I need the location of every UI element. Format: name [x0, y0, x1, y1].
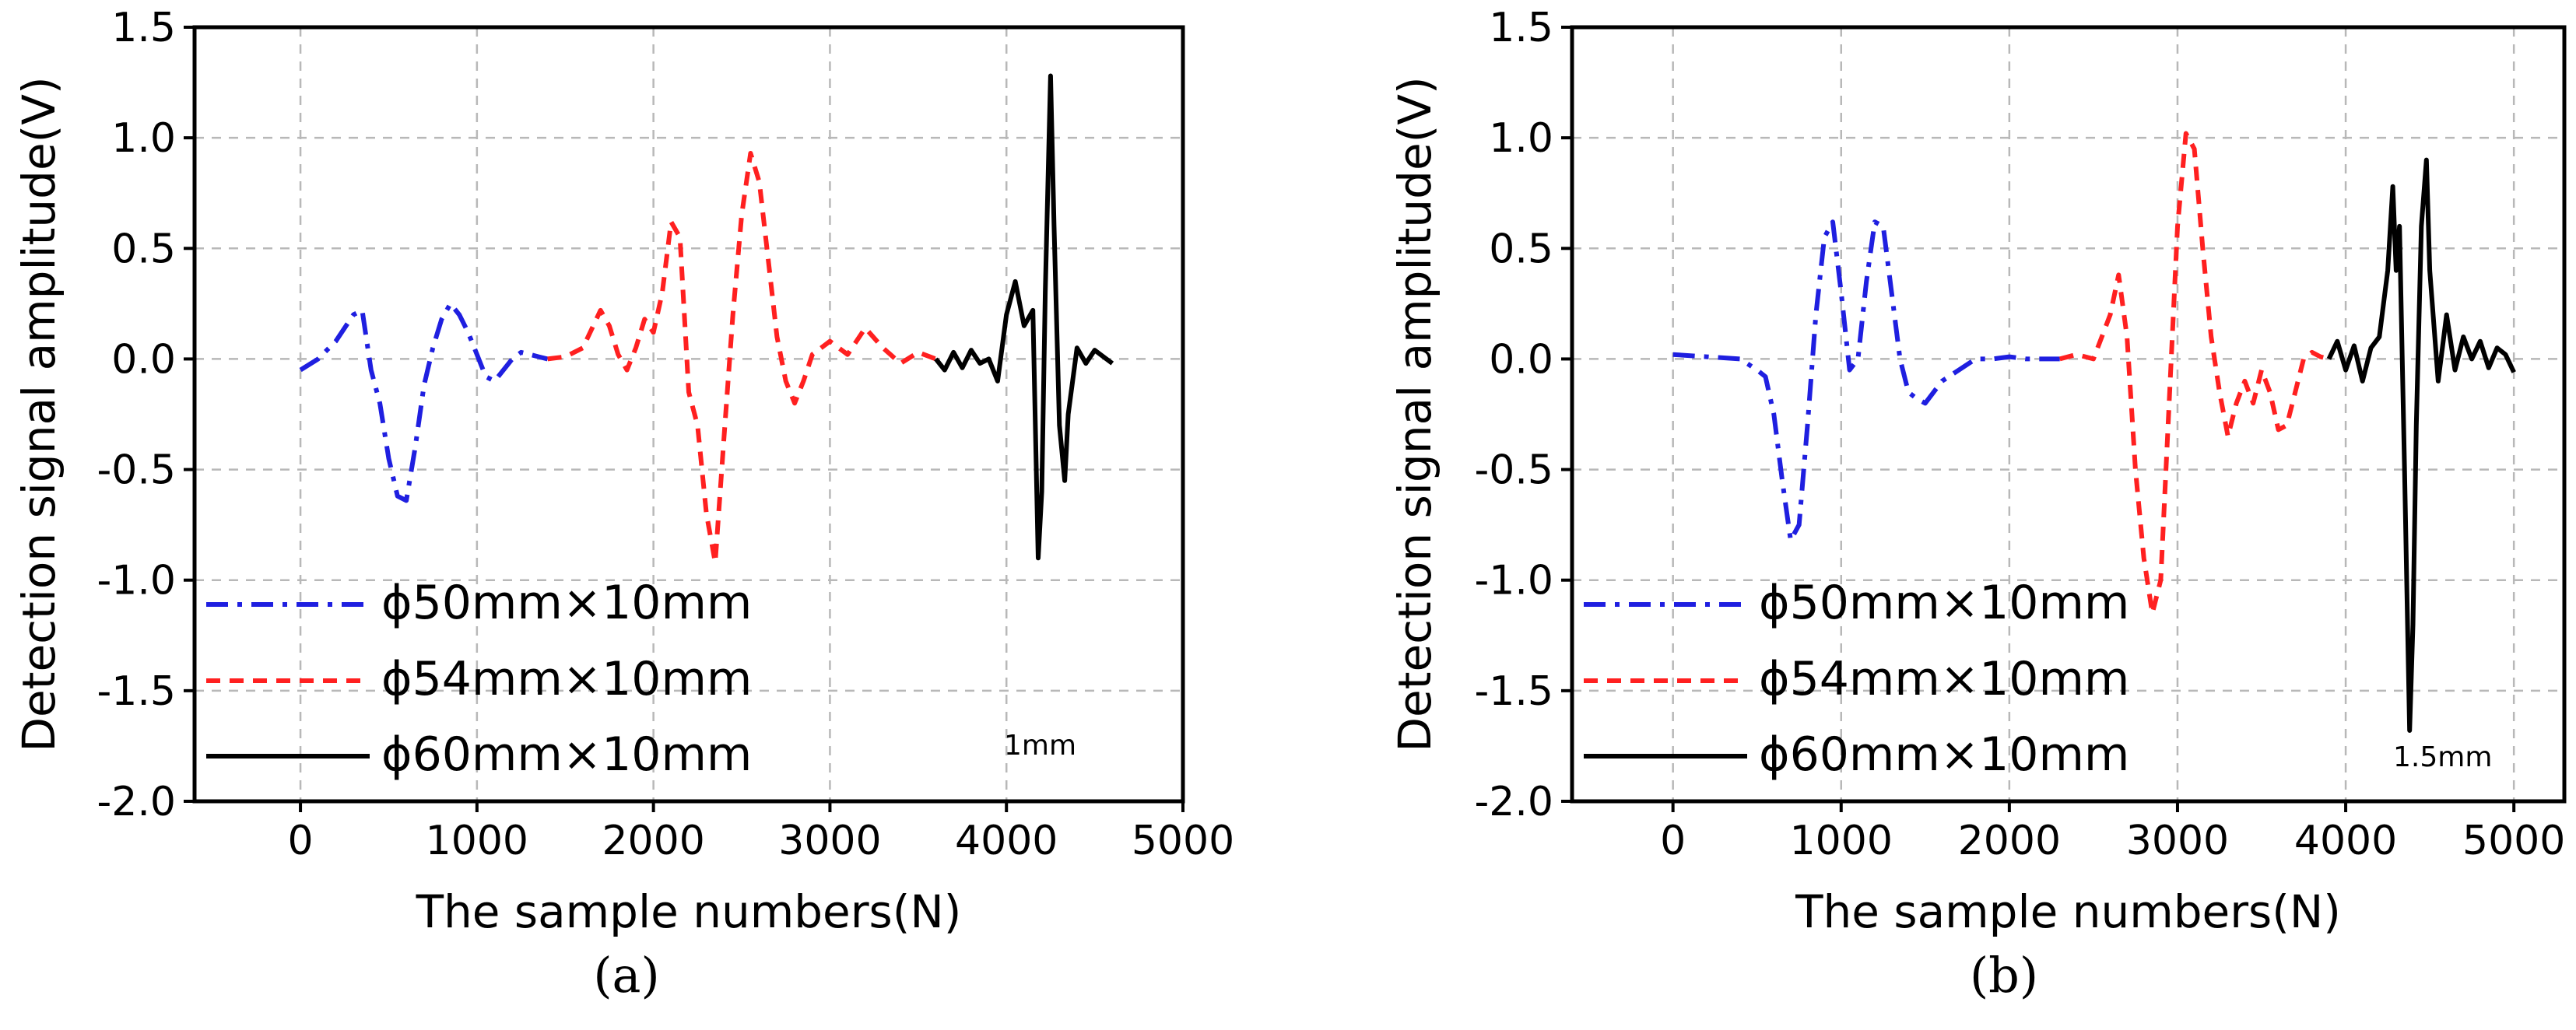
- y-tick-label: 1.5: [1489, 5, 1553, 51]
- panel-caption: (a): [593, 947, 659, 1004]
- y-tick-label: -0.5: [1475, 447, 1553, 494]
- y-tick-label: -0.5: [97, 447, 176, 494]
- chart-panel-a: 0 1000 2000 3000 4000 5000 -2.0 -1.5 -1.0 -0.5 0.0…: [12, 5, 1234, 1004]
- legend-label-2: ϕ54mm×10mm: [1759, 652, 2129, 706]
- x-axis-title: The sample numbers(N): [1795, 885, 2341, 938]
- y-tick-label: 0.0: [111, 336, 176, 383]
- x-tick-label: 5000: [2462, 818, 2565, 864]
- y-tick-label: 0.0: [1489, 336, 1553, 383]
- x-tick-label: 2000: [1958, 818, 2061, 864]
- series-line-2: [2058, 131, 2330, 616]
- y-tick-label: -2.0: [97, 779, 176, 825]
- legend-label-3: ϕ60mm×10mm: [1759, 727, 2129, 782]
- x-tick-label: 5000: [1132, 818, 1234, 864]
- plot-frame: [1570, 25, 2567, 804]
- series-line-1: [1672, 219, 2060, 543]
- legend-label-3: ϕ60mm×10mm: [381, 727, 752, 782]
- thickness-annotation: 1.5mm: [2393, 741, 2492, 773]
- plot-frame: [192, 25, 1185, 804]
- legend: ϕ50mm×10mm ϕ54mm×10mm ϕ60mm×10mm: [1584, 576, 2129, 782]
- legend-label-2: ϕ54mm×10mm: [381, 652, 752, 706]
- y-axis-title: Detection signal amplitude(V): [1388, 76, 1441, 751]
- x-tick-label: 3000: [2126, 818, 2229, 864]
- x-tick-label: 0: [1660, 818, 1686, 864]
- x-tick-label: 4000: [955, 818, 1058, 864]
- y-tick-label: 1.0: [1489, 115, 1553, 162]
- chart-panel-b: 0 1000 2000 3000 4000 5000 -2.0 -1.5 -1.0 -0.5 0.0…: [1388, 5, 2567, 1004]
- thickness-annotation: 1mm: [1004, 730, 1076, 762]
- legend-label-1: ϕ50mm×10mm: [1759, 576, 2129, 630]
- y-axis-title: Detection signal amplitude(V): [12, 76, 65, 751]
- x-tick-label: 3000: [778, 818, 881, 864]
- x-axis-title: The sample numbers(N): [416, 885, 962, 938]
- y-tick-label: -1.5: [1475, 668, 1553, 715]
- y-tick-label: -2.0: [1475, 779, 1553, 825]
- x-tick-label: 4000: [2294, 818, 2397, 864]
- y-tick-label: -1.5: [97, 668, 176, 715]
- series-line-3: [2326, 157, 2516, 733]
- x-tick-label: 1000: [426, 818, 528, 864]
- x-tick-label: 0: [288, 818, 314, 864]
- panel-caption: (b): [1970, 947, 2038, 1004]
- y-tick-label: -1.0: [1475, 558, 1553, 604]
- series-line-1: [299, 301, 549, 503]
- x-tick-label: 2000: [602, 818, 704, 864]
- y-tick-label: 0.5: [1489, 226, 1553, 272]
- y-tick-label: -1.0: [97, 558, 176, 604]
- x-tick-label: 1000: [1790, 818, 1893, 864]
- series-line-3: [934, 73, 1114, 561]
- series-line-2: [547, 151, 937, 565]
- y-tick-label: 1.0: [111, 115, 176, 162]
- y-tick-label: 0.5: [111, 226, 176, 272]
- legend: ϕ50mm×10mm ϕ54mm×10mm ϕ60mm×10mm: [206, 576, 752, 782]
- legend-label-1: ϕ50mm×10mm: [381, 576, 752, 630]
- y-tick-label: 1.5: [111, 5, 176, 51]
